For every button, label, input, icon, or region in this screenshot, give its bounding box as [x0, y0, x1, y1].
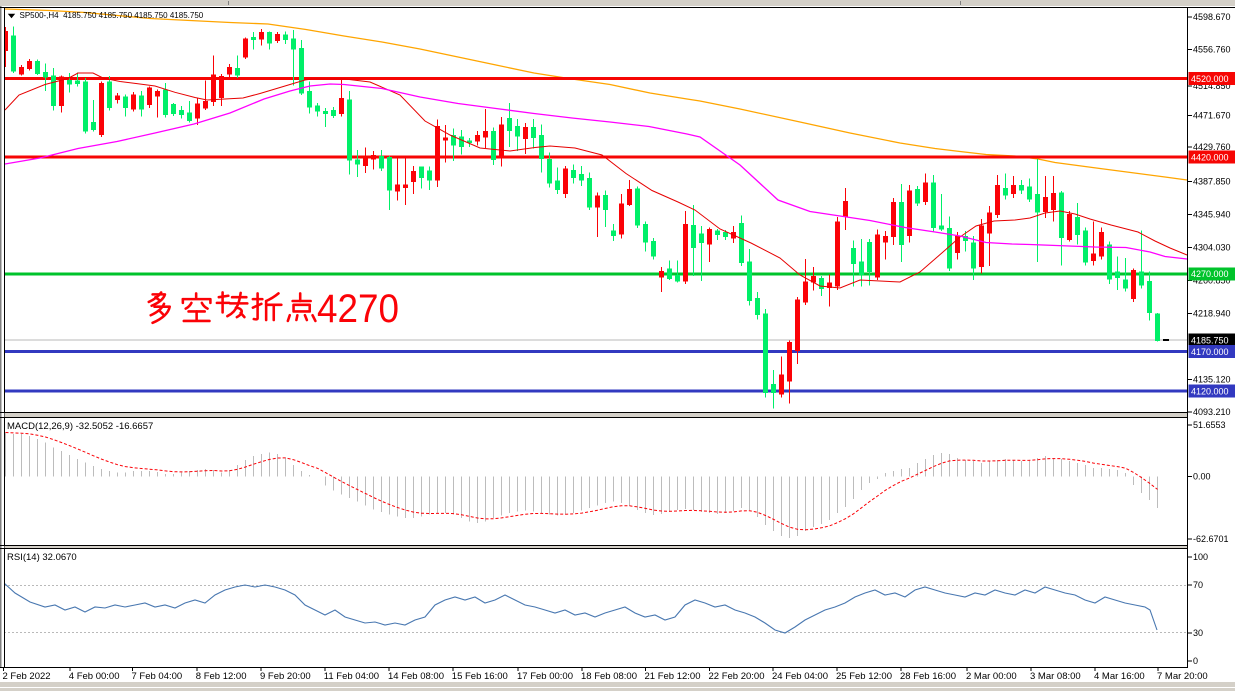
svg-text:70: 70: [1193, 580, 1203, 590]
svg-text:7 Feb 04:00: 7 Feb 04:00: [132, 671, 183, 682]
svg-text:3 Mar 08:00: 3 Mar 08:00: [1030, 671, 1081, 682]
svg-text:4185.750: 4185.750: [1191, 335, 1229, 345]
svg-text:4304.030: 4304.030: [1193, 243, 1231, 253]
svg-text:14 Feb 08:00: 14 Feb 08:00: [388, 671, 444, 682]
svg-text:18 Feb 08:00: 18 Feb 08:00: [581, 671, 637, 682]
svg-text:7 Mar 20:00: 7 Mar 20:00: [1157, 671, 1208, 682]
svg-text:4170.000: 4170.000: [1191, 347, 1229, 357]
svg-text:0: 0: [1193, 656, 1198, 666]
svg-text:4520.000: 4520.000: [1191, 74, 1229, 84]
svg-text:15 Feb 16:00: 15 Feb 16:00: [452, 671, 508, 682]
svg-text:4429.760: 4429.760: [1193, 142, 1231, 152]
svg-text:4218.940: 4218.940: [1193, 309, 1231, 319]
svg-text:4514.850: 4514.850: [1193, 81, 1231, 91]
svg-text:4 Feb 00:00: 4 Feb 00:00: [69, 671, 120, 682]
svg-text:4270.000: 4270.000: [1191, 269, 1229, 279]
svg-text:22 Feb 20:00: 22 Feb 20:00: [709, 671, 765, 682]
svg-text:0.00: 0.00: [1193, 472, 1211, 482]
svg-text:9 Feb 20:00: 9 Feb 20:00: [260, 671, 311, 682]
svg-text:SP500-,H4 4185.750 4185.750 4: SP500-,H4 4185.750 4185.750 4185.750 418…: [20, 11, 204, 20]
svg-text:4270: 4270: [317, 287, 399, 331]
svg-text:8 Feb 12:00: 8 Feb 12:00: [196, 671, 247, 682]
svg-text:2 Mar 00:00: 2 Mar 00:00: [966, 671, 1017, 682]
svg-text:4345.940: 4345.940: [1193, 210, 1231, 220]
svg-text:4260.850: 4260.850: [1193, 276, 1231, 286]
svg-text:RSI(14) 32.0670: RSI(14) 32.0670: [7, 552, 77, 563]
svg-text:4093.210: 4093.210: [1193, 407, 1231, 417]
svg-text:100: 100: [1193, 552, 1208, 562]
svg-text:17 Feb 00:00: 17 Feb 00:00: [517, 671, 573, 682]
svg-text:2 Feb 2022: 2 Feb 2022: [3, 671, 51, 682]
svg-text:11 Feb 04:00: 11 Feb 04:00: [324, 671, 379, 682]
svg-text:4598.670: 4598.670: [1193, 12, 1231, 22]
svg-text:24 Feb 04:00: 24 Feb 04:00: [772, 671, 828, 682]
svg-text:28 Feb 16:00: 28 Feb 16:00: [900, 671, 956, 682]
svg-text:4556.760: 4556.760: [1193, 45, 1231, 55]
svg-text:4120.000: 4120.000: [1191, 386, 1229, 396]
svg-text:25 Feb 12:00: 25 Feb 12:00: [836, 671, 892, 682]
svg-text:4387.850: 4387.850: [1193, 177, 1231, 187]
svg-text:4420.000: 4420.000: [1191, 152, 1229, 162]
svg-text:4135.120: 4135.120: [1193, 375, 1231, 385]
svg-text:21 Feb 12:00: 21 Feb 12:00: [645, 671, 701, 682]
svg-text:30: 30: [1193, 628, 1203, 638]
svg-text:51.6553: 51.6553: [1193, 420, 1226, 430]
svg-text:MACD(12,26,9) -32.5052 -16.665: MACD(12,26,9) -32.5052 -16.6657: [7, 421, 153, 432]
svg-text:4 Mar 16:00: 4 Mar 16:00: [1094, 671, 1145, 682]
svg-text:-62.6701: -62.6701: [1193, 534, 1229, 544]
svg-text:4471.670: 4471.670: [1193, 111, 1231, 121]
